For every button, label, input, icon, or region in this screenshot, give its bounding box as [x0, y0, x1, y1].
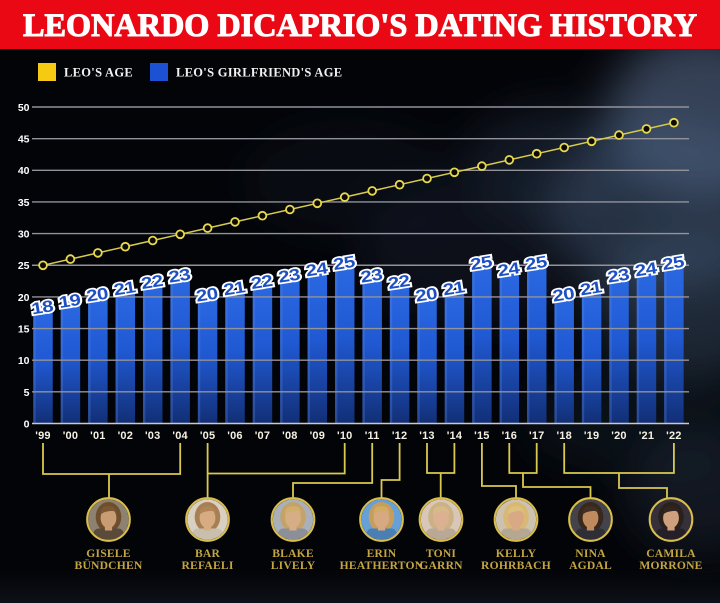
svg-text:NINA: NINA [575, 547, 606, 560]
svg-text:ERIN: ERIN [367, 547, 397, 560]
svg-text:GARRN: GARRN [419, 559, 463, 572]
svg-text:LEO'S GIRLFRIEND'S AGE: LEO'S GIRLFRIEND'S AGE [176, 66, 342, 80]
svg-text:18: 18 [30, 297, 55, 318]
svg-text:LEONARDO DICAPRIO'S DATING HIS: LEONARDO DICAPRIO'S DATING HISTORY [23, 8, 697, 44]
svg-text:19: 19 [58, 291, 83, 312]
svg-text:'08: '08 [282, 430, 297, 442]
svg-text:22: 22 [387, 272, 412, 293]
svg-text:5: 5 [24, 387, 30, 399]
svg-text:10: 10 [18, 355, 30, 367]
svg-text:25: 25 [524, 253, 549, 274]
svg-text:'20: '20 [611, 430, 626, 442]
svg-text:'03: '03 [145, 430, 160, 442]
svg-text:24: 24 [304, 259, 329, 280]
svg-text:BÜNDCHEN: BÜNDCHEN [75, 557, 143, 572]
svg-text:'07: '07 [255, 430, 270, 442]
svg-text:'19: '19 [584, 430, 599, 442]
svg-text:'05: '05 [200, 430, 215, 442]
svg-text:25: 25 [18, 260, 30, 272]
svg-text:MORRONE: MORRONE [639, 559, 702, 572]
svg-text:'12: '12 [392, 430, 407, 442]
svg-text:0: 0 [24, 418, 30, 430]
svg-text:25: 25 [469, 253, 494, 274]
svg-text:REFAELI: REFAELI [181, 559, 233, 572]
svg-text:TONI: TONI [426, 547, 457, 560]
svg-text:'10: '10 [337, 430, 352, 442]
svg-text:35: 35 [18, 197, 30, 209]
svg-text:'16: '16 [502, 430, 517, 442]
svg-text:24: 24 [497, 259, 522, 280]
svg-text:22: 22 [250, 272, 275, 293]
svg-text:'02: '02 [118, 430, 133, 442]
svg-text:LEO'S AGE: LEO'S AGE [64, 66, 133, 80]
svg-text:'13: '13 [419, 430, 434, 442]
svg-text:21: 21 [112, 278, 137, 299]
svg-text:20: 20 [85, 285, 110, 306]
svg-text:15: 15 [18, 323, 30, 335]
svg-text:20: 20 [551, 285, 576, 306]
svg-text:'01: '01 [90, 430, 105, 442]
svg-text:LIVELY: LIVELY [271, 559, 316, 572]
svg-text:24: 24 [634, 259, 659, 280]
svg-text:21: 21 [579, 278, 604, 299]
svg-text:23: 23 [167, 266, 192, 287]
svg-text:'00: '00 [63, 430, 78, 442]
svg-text:HEATHERTON: HEATHERTON [340, 559, 424, 572]
svg-text:23: 23 [606, 266, 631, 287]
svg-text:'09: '09 [310, 430, 325, 442]
svg-text:21: 21 [442, 278, 467, 299]
svg-text:'18: '18 [556, 430, 571, 442]
svg-text:20: 20 [414, 285, 439, 306]
svg-text:50: 50 [18, 102, 30, 114]
svg-text:'17: '17 [529, 430, 544, 442]
svg-text:25: 25 [332, 253, 357, 274]
svg-text:BLAKE: BLAKE [272, 547, 314, 560]
svg-text:20: 20 [195, 285, 220, 306]
svg-text:30: 30 [18, 229, 30, 241]
svg-text:45: 45 [18, 134, 30, 146]
svg-text:BAR: BAR [195, 547, 221, 560]
svg-text:20: 20 [18, 292, 30, 304]
svg-text:25: 25 [661, 253, 686, 274]
svg-text:21: 21 [222, 278, 247, 299]
svg-text:22: 22 [140, 272, 165, 293]
svg-text:'11: '11 [365, 430, 380, 442]
svg-text:GISELE: GISELE [86, 547, 130, 560]
svg-text:'22: '22 [666, 430, 681, 442]
svg-text:'99: '99 [35, 430, 50, 442]
svg-text:'14: '14 [447, 430, 463, 442]
svg-text:23: 23 [277, 266, 302, 287]
svg-text:KELLY: KELLY [496, 547, 537, 560]
svg-text:'21: '21 [639, 430, 654, 442]
svg-text:'04: '04 [172, 430, 188, 442]
svg-text:'06: '06 [227, 430, 242, 442]
svg-text:AGDAL: AGDAL [569, 559, 612, 572]
svg-text:40: 40 [18, 165, 30, 177]
svg-text:CAMILA: CAMILA [646, 547, 696, 560]
svg-text:ROHRBACH: ROHRBACH [481, 559, 551, 572]
svg-text:'15: '15 [474, 430, 489, 442]
svg-text:23: 23 [359, 266, 384, 287]
